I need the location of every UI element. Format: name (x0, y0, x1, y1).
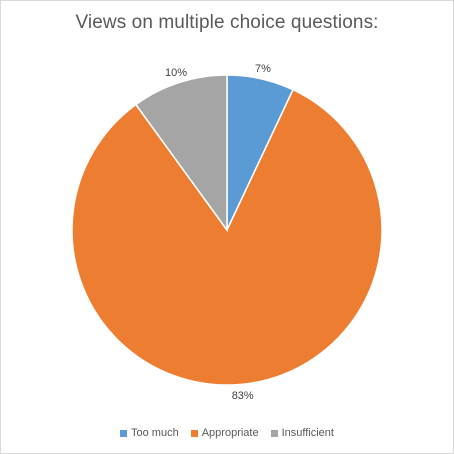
pie-slice-appropriate (71, 88, 383, 386)
data-label-too-much: 7% (255, 63, 271, 75)
chart-title: Views on multiple choice questions: (75, 12, 379, 33)
data-label-appropriate: 83% (232, 390, 254, 402)
legend-swatch (120, 429, 128, 437)
legend-label: Insufficient (281, 427, 334, 439)
pie-slice-insufficient (134, 74, 228, 233)
legend-label: Too much (131, 427, 179, 439)
legend-label: Appropriate (201, 427, 259, 439)
data-label-insufficient: 10% (165, 67, 187, 79)
legend-item-appropriate: Appropriate (190, 427, 259, 439)
legend-item-insufficient: Insufficient (270, 427, 334, 439)
chart-legend: Too much Appropriate Insufficient (1, 427, 453, 439)
legend-swatch (270, 429, 278, 437)
legend-item-too-much: Too much (120, 427, 179, 439)
legend-swatch (190, 429, 198, 437)
